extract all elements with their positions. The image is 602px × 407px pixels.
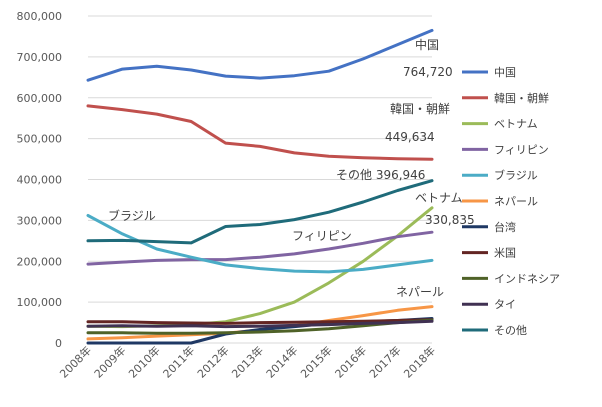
annotation-label: 330,835: [425, 213, 475, 227]
legend-item-label: タイ: [494, 298, 516, 311]
series-line: [86, 179, 434, 245]
y-tick-label: 0: [55, 337, 62, 350]
series-line: [86, 104, 434, 161]
series-line: [86, 318, 434, 335]
x-axis: 2008年2009年2010年2011年2012年2013年2014年2015年…: [57, 343, 438, 380]
series-line: [86, 230, 434, 266]
legend-item-label: ベトナム: [494, 118, 538, 131]
annotation-label: ベトナム: [415, 191, 463, 205]
y-tick-label: 200,000: [17, 255, 63, 268]
x-tick-label: 2012年: [194, 343, 231, 380]
legend-item-label: ネパール: [494, 195, 538, 208]
x-tick-label: 2008年: [57, 343, 94, 380]
legend-item-label: ブラジル: [494, 168, 538, 182]
x-tick-label: 2016年: [332, 343, 369, 380]
x-tick-label: 2018年: [401, 343, 438, 380]
y-tick-label: 500,000: [17, 133, 63, 146]
series-line: [86, 319, 434, 329]
annotation-label: フィリピン: [292, 229, 352, 243]
series-line: [86, 28, 434, 82]
y-tick-label: 800,000: [17, 10, 63, 23]
legend-item-label: その他: [494, 324, 527, 337]
legend-item-label: 韓国・朝鮮: [494, 91, 549, 105]
annotation-label: ネパール: [396, 285, 444, 299]
annotation-label: 中国: [415, 37, 439, 52]
annotation-label: 韓国・朝鮮: [390, 102, 450, 116]
legend-item-label: 中国: [494, 66, 516, 79]
annotation-label: ブラジル: [108, 208, 156, 223]
annotation-label: 764,720: [403, 65, 453, 79]
x-tick-label: 2010年: [125, 343, 162, 380]
series-line: [86, 214, 434, 274]
x-tick-label: 2014年: [263, 343, 300, 380]
annotation-label: 449,634: [385, 130, 435, 144]
y-tick-label: 600,000: [17, 92, 63, 105]
series-lines: [86, 28, 434, 345]
x-tick-label: 2011年: [160, 343, 197, 380]
x-tick-label: 2009年: [91, 343, 128, 380]
legend-item-label: 台湾: [494, 220, 516, 234]
x-tick-label: 2015年: [297, 343, 334, 380]
legend-item-label: 米国: [494, 247, 516, 260]
series-line: [86, 318, 434, 325]
annotations: 中国 764,720 韓国・朝鮮 449,634 その他 396,946 ベトナム 330,…: [108, 37, 475, 299]
x-tick-label: 2013年: [229, 343, 266, 380]
annotation-label: その他 396,946: [336, 168, 425, 182]
legend-item-label: インドネシア: [494, 272, 560, 285]
y-axis: 0 100,000 200,000 300,000 400,000 500,000 600,…: [17, 10, 63, 350]
y-tick-label: 300,000: [17, 214, 63, 227]
y-tick-label: 700,000: [17, 51, 63, 64]
y-tick-label: 400,000: [17, 174, 63, 187]
legend-item-label: フィリピン: [494, 143, 549, 156]
y-tick-label: 100,000: [17, 296, 63, 309]
x-tick-label: 2017年: [366, 343, 403, 380]
